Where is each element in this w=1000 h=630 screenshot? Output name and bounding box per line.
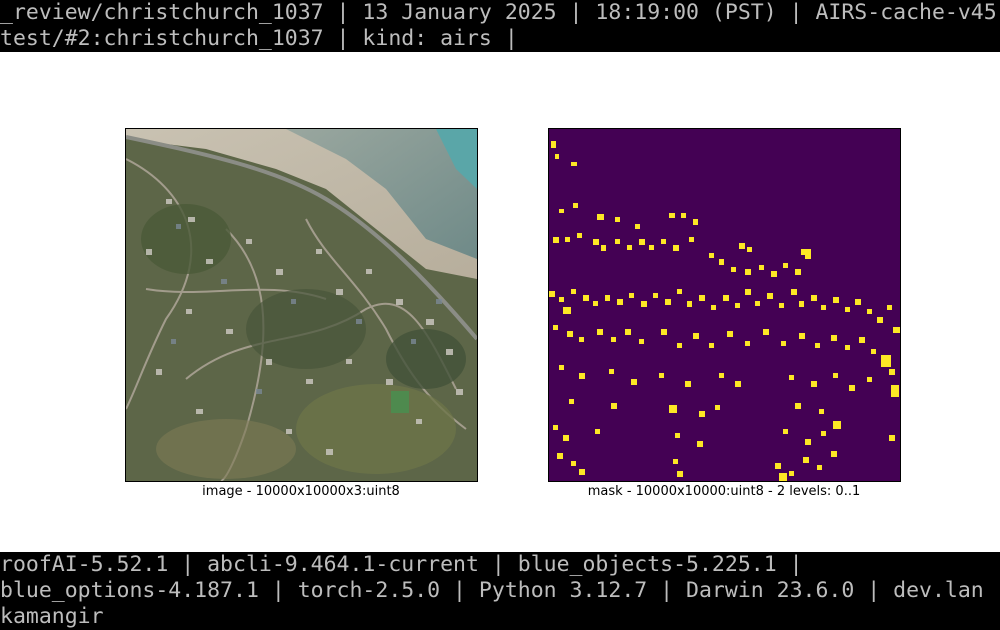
aerial-image-panel: [125, 128, 478, 482]
aerial-photo-image: [126, 129, 477, 481]
footer-bar: roofAI-5.52.1 | abcli-9.464.1-current | …: [0, 552, 1000, 630]
footer-line-3: kamangir: [0, 604, 104, 629]
header-line-2: test/#2:christchurch_1037 | kind: airs |: [0, 26, 518, 51]
building-mask-image: [549, 129, 900, 481]
footer-line-1: roofAI-5.52.1 | abcli-9.464.1-current | …: [0, 552, 803, 577]
mask-caption: mask - 10000x10000:uint8 - 2 levels: 0..…: [587, 484, 861, 499]
header-bar: _review/christchurch_1037 | 13 January 2…: [0, 0, 1000, 52]
mask-panel: [548, 128, 901, 482]
image-caption: image - 10000x10000x3:uint8: [202, 484, 400, 499]
footer-line-2: blue_options-4.187.1 | torch-2.5.0 | Pyt…: [0, 578, 1000, 603]
header-line-1: _review/christchurch_1037 | 13 January 2…: [0, 0, 1000, 25]
